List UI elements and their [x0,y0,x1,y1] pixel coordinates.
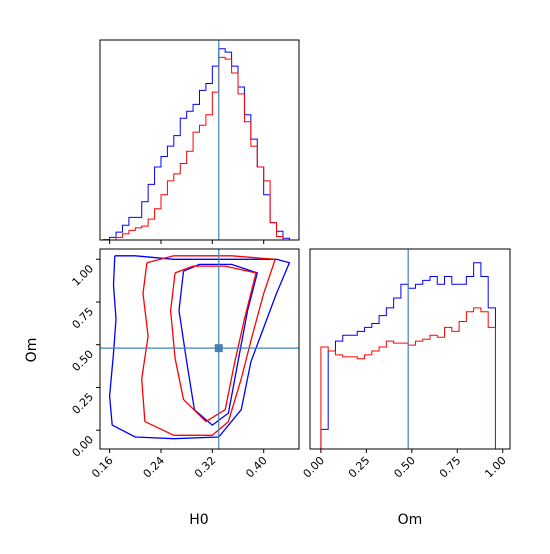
contour-y-tick-label-3: 0.75 [70,305,97,332]
contour-series-1-level-0 [141,255,276,436]
contour-series-0-level-0 [108,255,291,440]
contour-x-tick-label-0: 0.16 [89,454,116,481]
h0-hist-series-1 [103,56,296,241]
h0-histogram-panel [99,39,300,244]
x-axis-label-om: Om [398,512,423,528]
om-histogram-panel: 0.00 0.25 0.50 0.75 1.00 [301,248,511,481]
om-x-tick-label-0: 0.00 [301,454,328,481]
contour-y-tick-label-2: 0.50 [70,348,97,375]
contour-y-tick-label-1: 0.25 [70,390,97,417]
om-x-tick-label-3: 0.75 [437,454,464,481]
contour-frame [99,248,300,450]
contour-series-1-level-1 [169,265,257,423]
h0-histogram-frame [99,39,300,241]
contour-x-tick-label-2: 0.32 [192,454,219,481]
om-hist-series-1 [313,307,503,450]
contour-x-tick-label-1: 0.24 [141,454,168,481]
h0-hist-series-0 [102,48,296,241]
om-x-tick-label-2: 0.50 [391,454,418,481]
h0-om-contour-panel: 0.16 0.24 0.32 0.40 0.00 0.25 0.50 0.75 1.00 [70,248,300,481]
om-x-tick-label-4: 1.00 [482,454,509,481]
contour-reference-point [214,344,223,353]
om-histogram-frame [309,248,511,450]
contour-y-tick-label-0: 0.00 [70,433,97,460]
contour-x-tick-label-3: 0.40 [243,454,270,481]
x-axis-label-h0: H0 [189,512,208,528]
contour-y-tick-label-4: 1.00 [70,262,97,289]
contour-lines [108,255,291,440]
y-axis-label-om: Om [24,338,40,363]
om-x-tick-label-1: 0.25 [346,454,373,481]
contour-series-0-level-1 [178,263,258,426]
